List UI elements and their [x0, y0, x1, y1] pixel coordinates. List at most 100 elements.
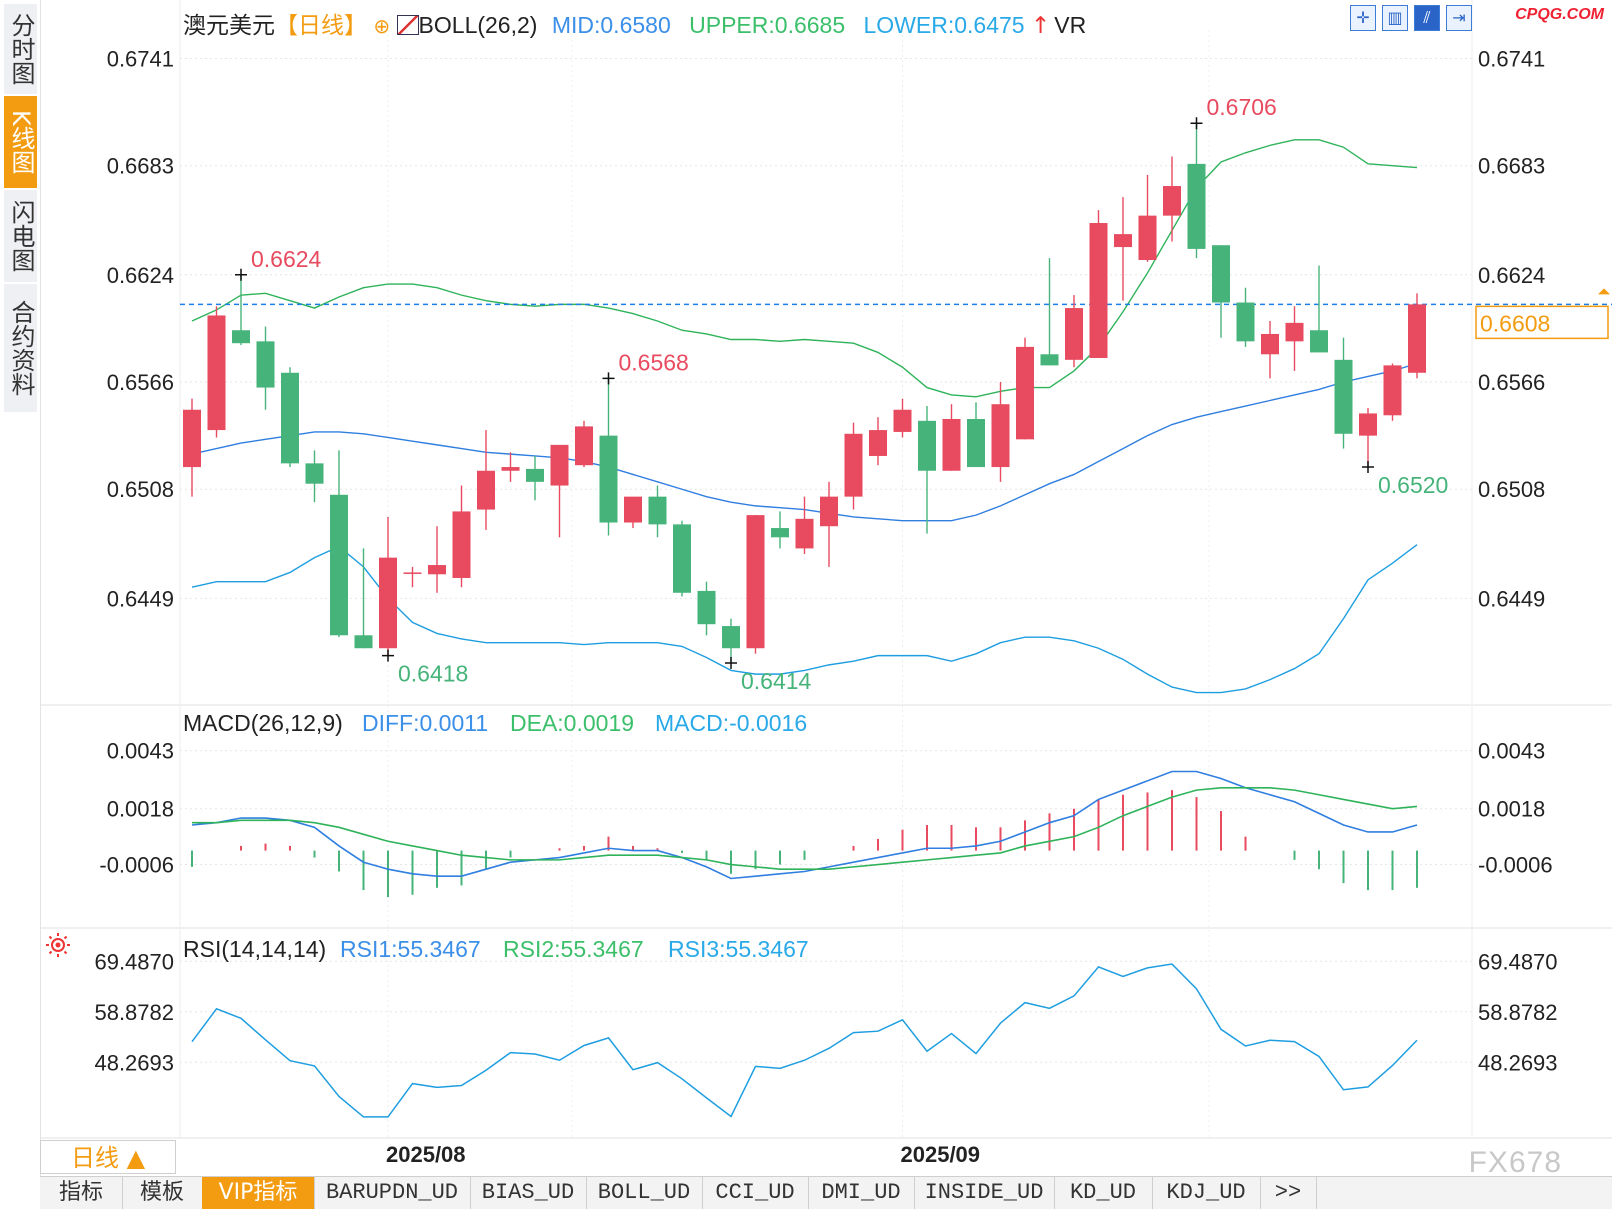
candle: [746, 515, 765, 654]
rsi1-label: RSI1:55.3467: [340, 936, 481, 962]
tab-contract-info[interactable]: 合约资料: [4, 284, 37, 413]
rsi-tick-right: 69.4870: [1478, 949, 1558, 974]
indicator-tab[interactable]: KD_UD: [1054, 1177, 1153, 1209]
candle-body: [991, 404, 1010, 468]
macd-title: MACD(26,12,9): [183, 710, 343, 736]
price-tick-right: 0.6624: [1478, 263, 1545, 288]
candle-body: [648, 496, 667, 525]
candle: [844, 422, 863, 510]
vr-indicator[interactable]: VR: [1054, 12, 1087, 38]
macd-tick-right: 0.0043: [1478, 739, 1545, 764]
extreme-marker: [235, 268, 247, 281]
macd-diff-line: [191, 770, 1418, 880]
indicator-tab[interactable]: BARUPDN_UD: [314, 1177, 471, 1209]
expand-icon[interactable]: ⇥: [1446, 5, 1472, 31]
low-price-label: 0.6414: [741, 668, 812, 694]
price-tick-left: 0.6449: [107, 586, 174, 611]
price-tick-right: 0.6741: [1478, 46, 1545, 71]
period-selector-button[interactable]: 日线 ▲: [40, 1140, 176, 1174]
tab-timeshare[interactable]: 分时图: [4, 4, 37, 95]
boll-indicator-name[interactable]: BOLL(26,2): [418, 12, 538, 38]
candle: [918, 406, 936, 534]
indicator-tab[interactable]: 模板: [122, 1177, 203, 1209]
tab-kline[interactable]: K线图: [4, 96, 37, 189]
candle: [967, 402, 985, 468]
candlestick-icon[interactable]: ⫽: [1414, 5, 1440, 31]
indicator-tab-bar: 指标 模板 VIP指标 BARUPDN_UD BIAS_UD BOLL_UD CCI_UD D…: [40, 1176, 1612, 1209]
candle: [305, 450, 324, 503]
candle-body: [624, 496, 642, 523]
candle: [354, 548, 373, 649]
candle: [1383, 363, 1402, 421]
indicator-tab[interactable]: INSIDE_UD: [914, 1177, 1055, 1209]
period-tag: 【日线】: [275, 12, 367, 38]
rsi-tick-left: 48.2693: [94, 1050, 174, 1075]
candle: [1310, 265, 1328, 353]
low-price-label: 0.6520: [1378, 472, 1448, 498]
candle: [452, 485, 471, 588]
cpqg-watermark: CPQG.COM: [1515, 6, 1604, 23]
candle-body: [673, 524, 691, 593]
indicator-tab[interactable]: KDJ_UD: [1152, 1177, 1261, 1209]
candle: [599, 378, 618, 536]
candle-body: [893, 409, 912, 432]
candle: [207, 306, 226, 438]
candle: [550, 444, 569, 538]
boll-bands: [191, 139, 1418, 694]
candle: [281, 367, 299, 468]
macd-tick-left: -0.0006: [99, 853, 174, 878]
candle-body: [575, 426, 593, 466]
candle: [1138, 174, 1157, 262]
candle-body: [1359, 413, 1377, 436]
candle-body: [501, 467, 520, 471]
candle-body: [1187, 163, 1206, 249]
crosshair-icon[interactable]: ✛: [1350, 5, 1376, 31]
candle-body: [379, 557, 397, 649]
price-tick-left: 0.6683: [107, 154, 174, 179]
candle: [1187, 123, 1206, 259]
low-price-label: 0.6418: [398, 661, 468, 687]
indicator-tab[interactable]: VIP指标: [202, 1177, 315, 1209]
macd-hist-label: MACD:-0.0016: [655, 710, 807, 736]
tab-flash[interactable]: 闪电图: [4, 190, 37, 283]
candle: [477, 430, 495, 530]
candle-body: [550, 444, 569, 486]
x-axis-month-label: 2025/09: [901, 1142, 981, 1167]
candle: [501, 452, 520, 482]
price-tick-right: 0.6449: [1478, 586, 1545, 611]
candle: [256, 326, 275, 410]
high-price-label: 0.6706: [1207, 94, 1277, 120]
candle-body: [1138, 215, 1157, 260]
indicator-tab[interactable]: DMI_UD: [808, 1177, 915, 1209]
indicator-settings-icon[interactable]: [46, 933, 70, 957]
current-price-box: [1475, 305, 1609, 340]
candle-body: [1310, 330, 1328, 353]
price-tick-right: 0.6683: [1478, 154, 1545, 179]
price-tick-left: 0.6566: [107, 370, 174, 395]
candle-body: [1212, 245, 1230, 303]
add-compare-icon[interactable]: ⊕: [373, 14, 391, 38]
indicator-tab[interactable]: >>: [1260, 1177, 1317, 1209]
candle-body: [599, 435, 618, 523]
indicator-tab[interactable]: BIAS_UD: [470, 1177, 587, 1209]
rsi-tick-right: 48.2693: [1478, 1050, 1558, 1075]
candle: [771, 511, 789, 549]
candle: [795, 496, 814, 554]
extreme-marker: [1362, 461, 1374, 474]
candle: [820, 481, 838, 567]
indicator-chart-icon[interactable]: [396, 15, 419, 35]
rsi-title: RSI(14,14,14): [183, 936, 326, 962]
indicator-tab[interactable]: 指标: [40, 1177, 123, 1209]
price-marker-icon: [1598, 288, 1610, 295]
rsi3-label: RSI3:55.3467: [668, 936, 809, 962]
macd-dea-label: DEA:0.0019: [510, 710, 634, 736]
bar-chart-icon[interactable]: ▥: [1382, 5, 1408, 31]
indicator-tab[interactable]: CCI_UD: [702, 1177, 809, 1209]
rsi-tick-left: 58.8782: [94, 1000, 174, 1025]
indicator-tab[interactable]: BOLL_UD: [586, 1177, 703, 1209]
candle-body: [1065, 308, 1083, 360]
candle: [1408, 293, 1426, 379]
rsi2-label: RSI2:55.3467: [503, 936, 644, 962]
candle: [1359, 407, 1377, 468]
